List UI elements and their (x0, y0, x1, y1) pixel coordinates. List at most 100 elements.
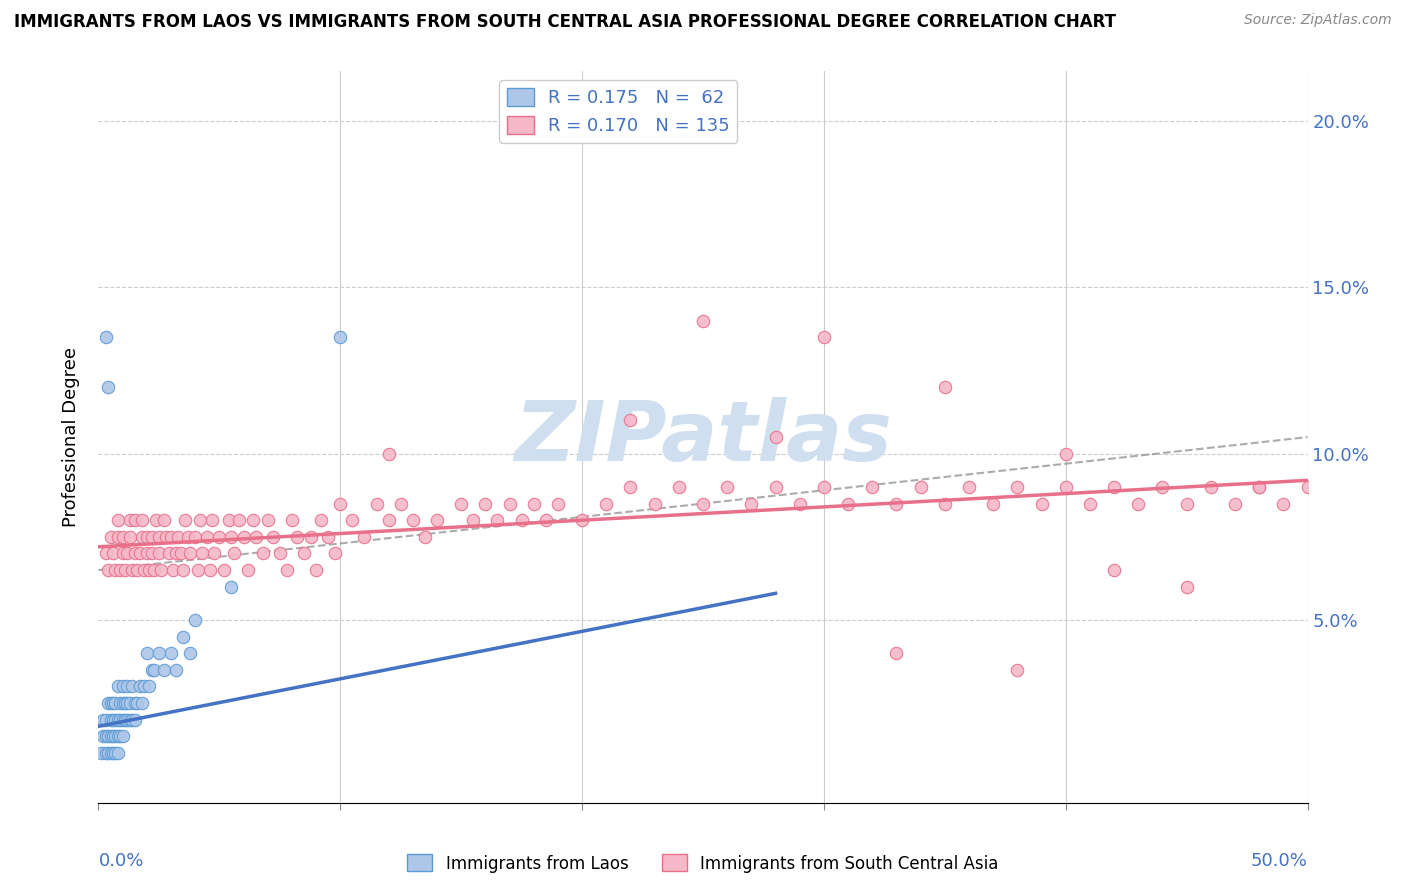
Point (218, 513, 240, 527)
Point (117, 713, 139, 727)
Point (107, 513, 129, 527)
Point (104, 713, 127, 727)
Point (121, 713, 143, 727)
Y-axis label: Professional Degree: Professional Degree (62, 347, 80, 527)
Point (179, 546, 201, 560)
Point (221, 530, 243, 544)
Point (402, 513, 425, 527)
Point (262, 530, 284, 544)
Point (118, 530, 141, 544)
Point (619, 480, 641, 494)
Point (114, 713, 136, 727)
Point (138, 563, 160, 577)
Point (184, 530, 207, 544)
Point (150, 563, 173, 577)
Point (101, 713, 124, 727)
Point (1102, 480, 1125, 494)
Point (276, 563, 298, 577)
Point (450, 497, 472, 511)
Point (547, 497, 569, 511)
Point (90, 746, 112, 760)
Text: 50.0%: 50.0% (1251, 852, 1308, 870)
Point (1199, 480, 1222, 494)
Point (101, 729, 124, 743)
Point (97, 696, 120, 710)
Point (309, 513, 332, 527)
Point (162, 563, 184, 577)
Point (108, 729, 131, 743)
Point (981, 497, 1004, 511)
Point (124, 713, 146, 727)
Point (134, 563, 156, 577)
Point (292, 546, 315, 560)
Point (100, 729, 122, 743)
Point (232, 530, 254, 544)
Point (160, 530, 183, 544)
Point (127, 563, 149, 577)
Point (212, 563, 235, 577)
Point (174, 513, 197, 527)
Point (1102, 563, 1125, 577)
Point (111, 680, 134, 694)
Point (107, 729, 129, 743)
Point (1007, 663, 1029, 677)
Point (1007, 480, 1029, 494)
Point (124, 546, 146, 560)
Point (305, 563, 328, 577)
Point (1249, 480, 1271, 494)
Point (1223, 497, 1246, 511)
Point (107, 746, 129, 760)
Point (94, 713, 117, 727)
Point (1054, 447, 1077, 461)
Point (108, 563, 131, 577)
Point (198, 563, 221, 577)
Point (1175, 497, 1198, 511)
Point (463, 513, 485, 527)
Text: ZIPatlas: ZIPatlas (515, 397, 891, 477)
Point (377, 513, 399, 527)
Point (957, 480, 980, 494)
Point (325, 546, 347, 560)
Point (104, 729, 127, 743)
Point (131, 513, 153, 527)
Point (100, 696, 122, 710)
Point (135, 546, 157, 560)
Point (813, 330, 835, 344)
Point (238, 563, 260, 577)
Point (141, 546, 163, 560)
Point (100, 530, 122, 544)
Point (187, 563, 209, 577)
Point (765, 480, 787, 494)
Point (121, 563, 143, 577)
Point (813, 480, 835, 494)
Point (107, 713, 129, 727)
Point (101, 546, 124, 560)
Point (91, 729, 114, 743)
Point (523, 497, 546, 511)
Point (389, 497, 412, 511)
Point (117, 696, 139, 710)
Point (152, 513, 174, 527)
Point (1054, 480, 1077, 494)
Point (97, 729, 120, 743)
Point (141, 530, 163, 544)
Point (222, 546, 245, 560)
Point (172, 563, 194, 577)
Point (1296, 480, 1319, 494)
Point (124, 513, 146, 527)
Point (619, 413, 641, 427)
Point (837, 497, 859, 511)
Point (128, 546, 150, 560)
Point (595, 497, 617, 511)
Point (111, 713, 134, 727)
Point (111, 696, 134, 710)
Point (281, 513, 304, 527)
Point (1128, 497, 1150, 511)
Point (100, 713, 122, 727)
Point (353, 530, 375, 544)
Point (329, 330, 352, 344)
Point (97, 746, 120, 760)
Point (134, 680, 156, 694)
Point (108, 696, 131, 710)
Point (143, 563, 166, 577)
